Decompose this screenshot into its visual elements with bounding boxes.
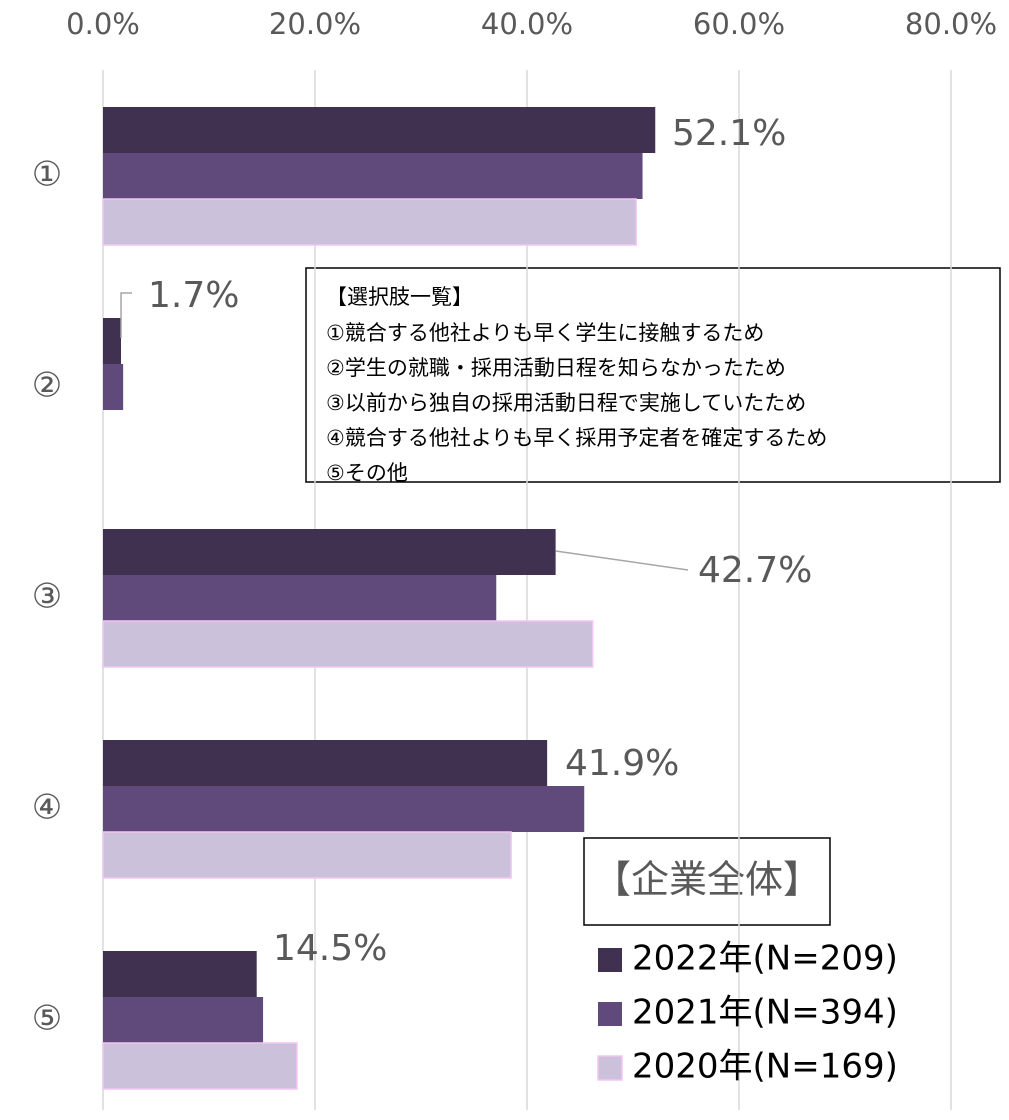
bar <box>102 831 512 879</box>
y-tick-label: ④ <box>32 788 62 828</box>
legend-label: 2021年(N=394) <box>632 993 898 1033</box>
choice-item: ④競合する他社よりも早く採用予定者を確定するため <box>326 426 827 450</box>
bar <box>103 529 556 575</box>
data-label: 1.7% <box>148 275 239 316</box>
bar <box>103 575 497 621</box>
leader-line <box>555 550 689 571</box>
choices-box <box>305 267 1001 483</box>
y-tick-label: ③ <box>32 577 62 617</box>
legend-label: 2020年(N=169) <box>632 1047 898 1087</box>
legend-swatch <box>598 1002 622 1026</box>
choices-title: 【選択肢一覧】 <box>326 285 473 309</box>
bar <box>103 364 124 410</box>
bar <box>103 740 548 786</box>
bar <box>103 318 122 364</box>
bar <box>102 620 594 668</box>
x-tick-label: 60.0% <box>693 7 785 41</box>
y-tick-label: ① <box>32 155 62 195</box>
x-tick-label: 40.0% <box>481 7 573 41</box>
choice-item: ③以前から独自の採用活動日程で実施していたため <box>326 391 806 415</box>
legend-label: 2022年(N=209) <box>632 939 898 979</box>
data-label: 52.1% <box>672 113 786 154</box>
leader-line <box>120 292 132 338</box>
y-tick-label: ⑤ <box>32 999 62 1039</box>
bar <box>103 153 643 199</box>
legend-title: 【企業全体】 <box>593 858 821 902</box>
legend-swatch <box>598 948 622 972</box>
data-label: 42.7% <box>698 550 812 591</box>
data-label: 14.5% <box>273 928 387 969</box>
bar <box>103 997 264 1043</box>
legend-swatch <box>597 1055 623 1081</box>
bar <box>102 1042 298 1090</box>
bar <box>103 107 656 153</box>
bar <box>103 951 257 997</box>
bar <box>102 198 637 246</box>
choice-item: ②学生の就職・採用活動日程を知らなかったため <box>326 356 786 380</box>
legend-title-box <box>583 837 831 926</box>
x-tick-label: 0.0% <box>66 7 140 41</box>
x-tick-label: 80.0% <box>905 7 997 41</box>
choice-item: ①競合する他社よりも早く学生に接触するため <box>326 321 764 345</box>
data-label: 41.9% <box>565 743 679 784</box>
bar <box>103 786 585 832</box>
x-tick-label: 20.0% <box>269 7 361 41</box>
choice-item: ⑤その他 <box>326 461 408 485</box>
y-tick-label: ② <box>32 366 62 406</box>
